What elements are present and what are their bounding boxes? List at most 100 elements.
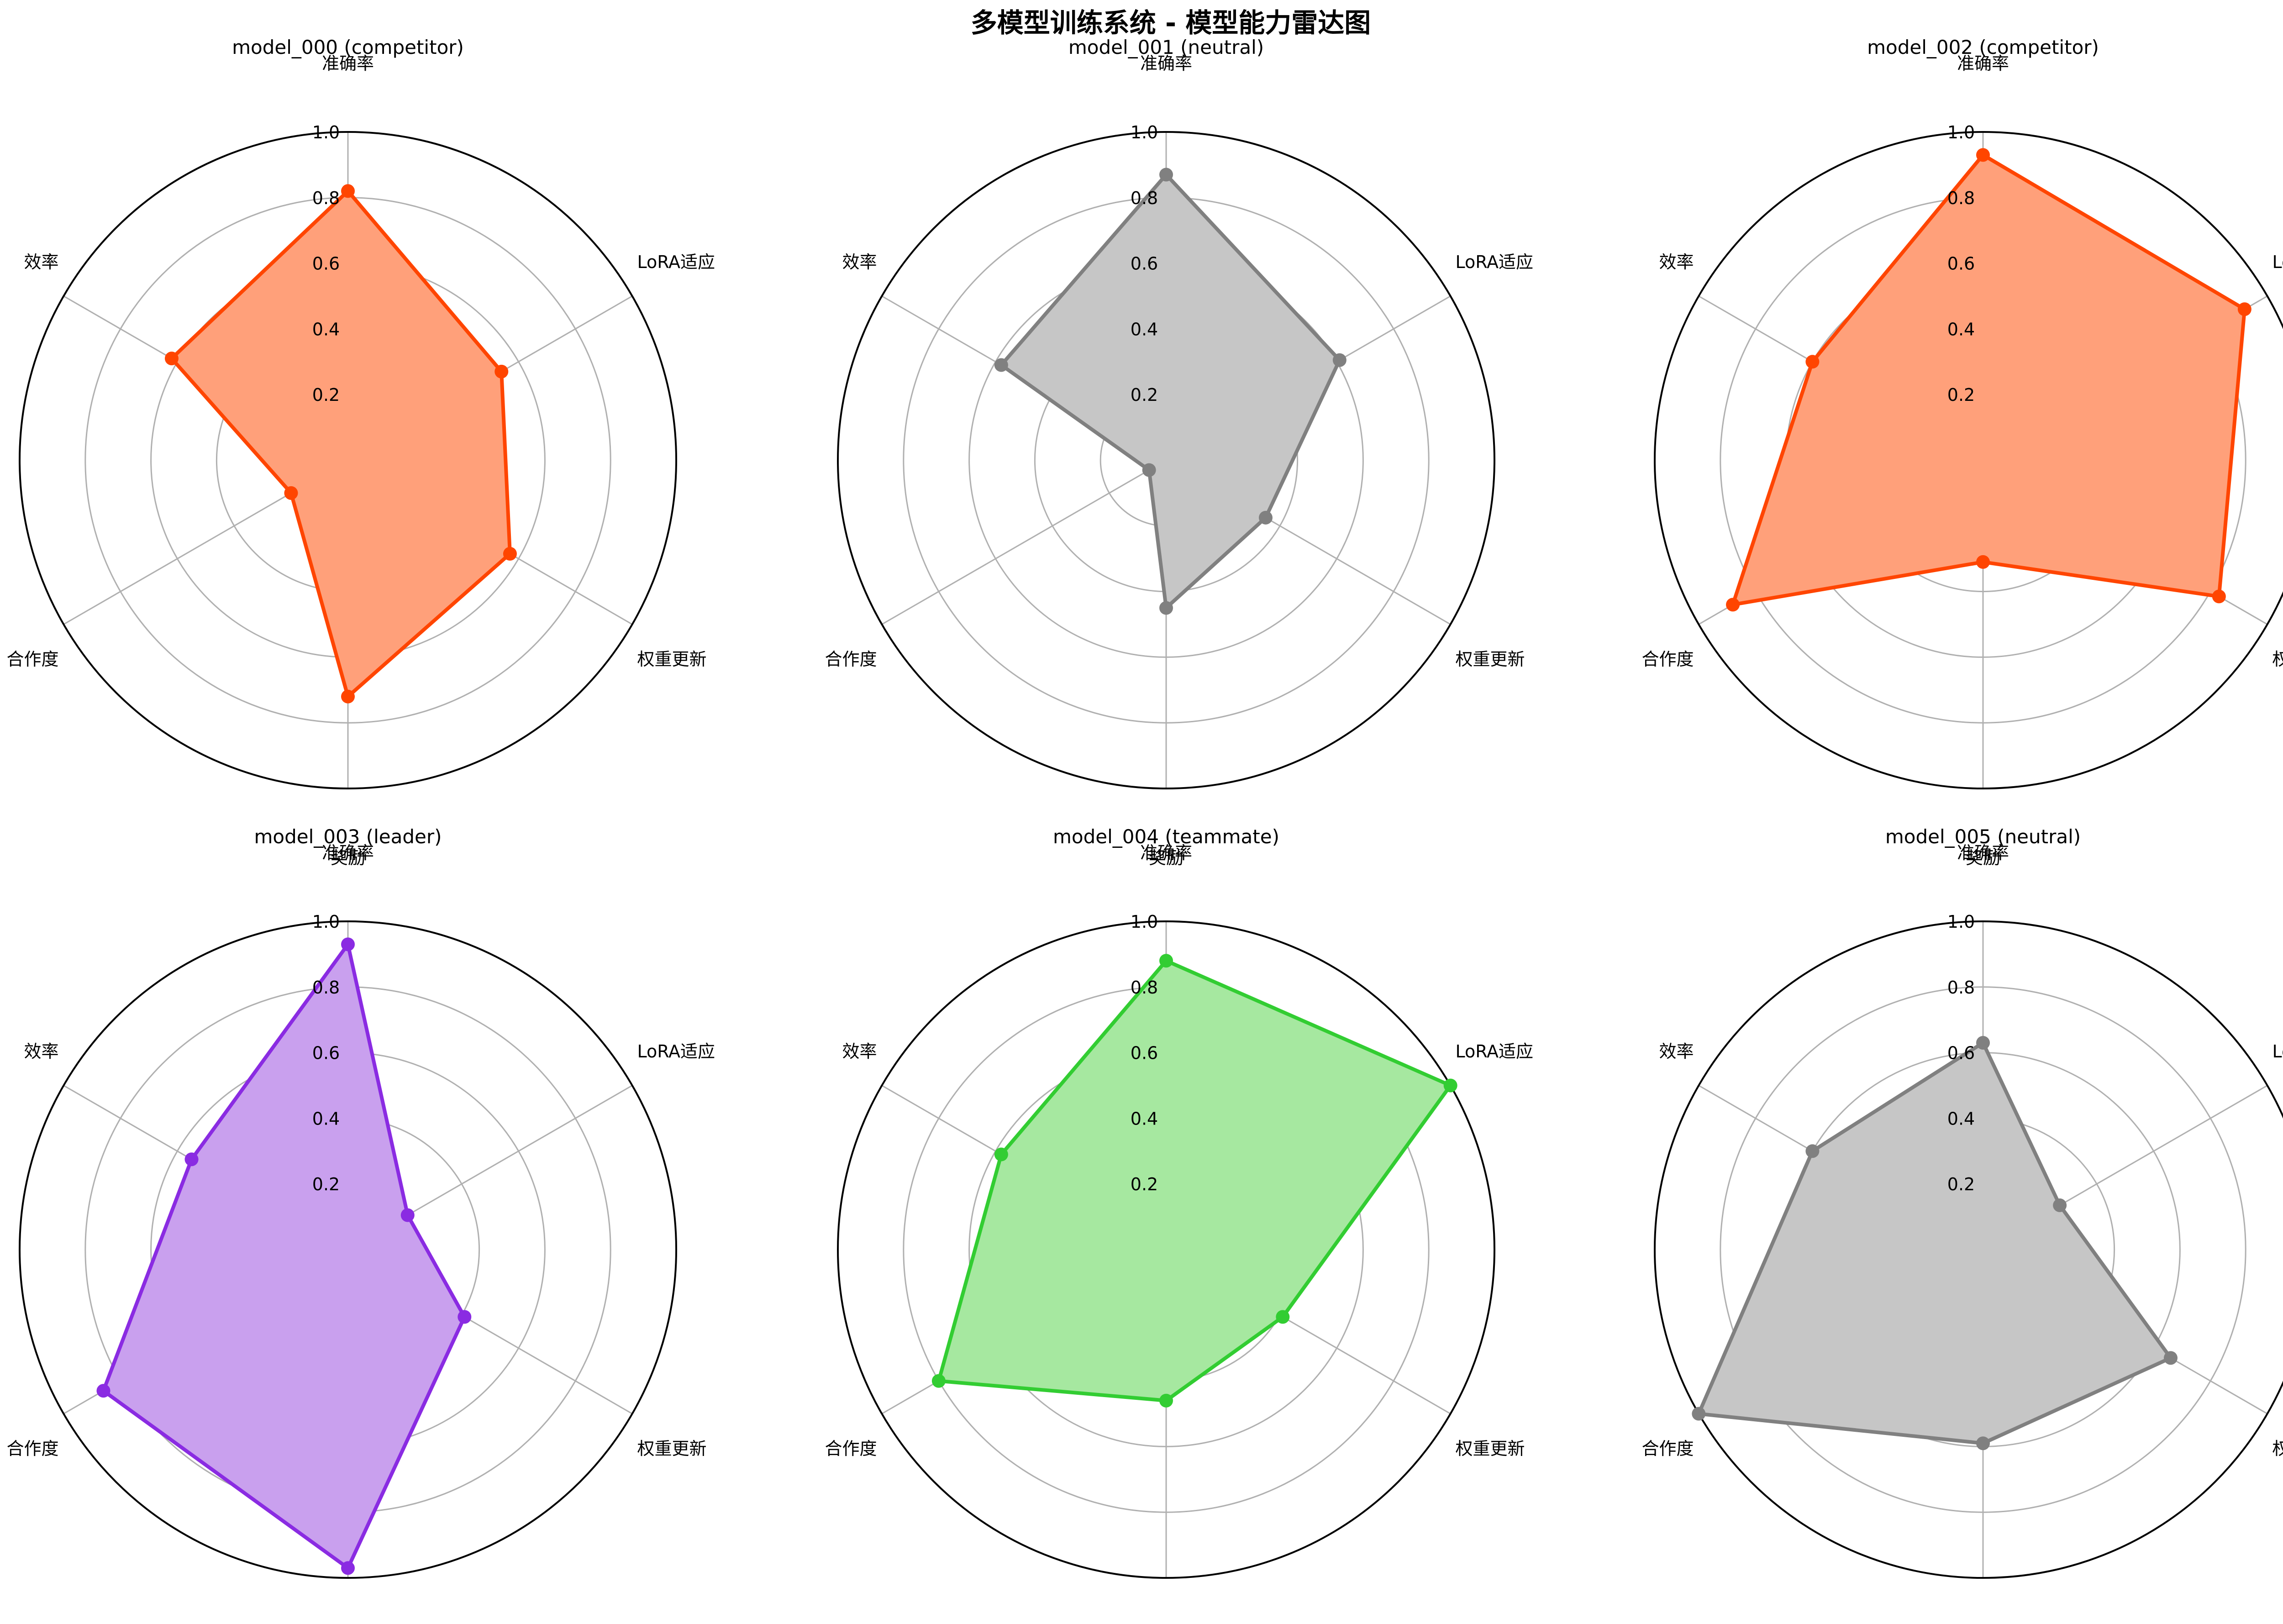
data-point bbox=[1692, 1407, 1706, 1421]
data-point bbox=[1142, 463, 1156, 477]
outer-frame bbox=[837, 131, 1495, 789]
axis-label: 权重更新 bbox=[2272, 649, 2283, 669]
r-tick-label: 0.8 bbox=[1131, 188, 1158, 208]
data-point bbox=[931, 1374, 946, 1388]
data-point bbox=[2053, 1198, 2067, 1212]
data-point bbox=[96, 1384, 110, 1398]
r-tick-label: 1.0 bbox=[312, 912, 340, 932]
r-tick-label: 0.6 bbox=[1947, 254, 1975, 274]
r-tick-label: 1.0 bbox=[1947, 122, 1975, 142]
data-point bbox=[1258, 510, 1273, 525]
axis-label: LoRA适应 bbox=[1455, 1041, 1533, 1062]
axis-label: 准确率 bbox=[1140, 53, 1192, 74]
data-point bbox=[341, 937, 355, 951]
r-tick-label: 1.0 bbox=[312, 122, 340, 142]
data-point bbox=[400, 1208, 415, 1222]
axis-label: LoRA适应 bbox=[637, 252, 715, 272]
r-tick-label: 0.4 bbox=[312, 1109, 340, 1129]
r-tick-label: 0.4 bbox=[1131, 1109, 1158, 1129]
outer-frame bbox=[19, 920, 677, 1579]
data-point bbox=[458, 1310, 472, 1324]
axis-label: 权重更新 bbox=[637, 649, 706, 669]
data-point bbox=[1276, 1310, 1290, 1324]
panel-title: model_002 (competitor) bbox=[1867, 36, 2099, 58]
data-point bbox=[1976, 1036, 1990, 1050]
data-point bbox=[1159, 954, 1173, 968]
axis-label: 权重更新 bbox=[1455, 649, 1525, 669]
r-tick-label: 0.6 bbox=[1947, 1043, 1975, 1063]
axis-label: 准确率 bbox=[322, 843, 374, 863]
axis-label: LoRA适应 bbox=[637, 1041, 715, 1062]
data-point bbox=[1976, 148, 1990, 162]
data-point bbox=[994, 358, 1008, 372]
data-point bbox=[1159, 601, 1173, 615]
axis-label: 准确率 bbox=[1140, 843, 1192, 863]
r-tick-label: 1.0 bbox=[1947, 912, 1975, 932]
axis-label: 合作度 bbox=[1642, 649, 1694, 669]
r-tick-label: 0.6 bbox=[1131, 254, 1158, 274]
axis-label: 效率 bbox=[842, 252, 877, 272]
axis-label: 合作度 bbox=[7, 1439, 59, 1459]
r-tick-label: 0.2 bbox=[312, 385, 340, 405]
r-tick-label: 0.8 bbox=[1131, 978, 1158, 998]
r-tick-label: 1.0 bbox=[1131, 122, 1158, 142]
axis-label: 效率 bbox=[842, 1041, 877, 1062]
r-tick-label: 0.6 bbox=[312, 254, 340, 274]
r-tick-label: 0.8 bbox=[1947, 978, 1975, 998]
axis-label: 奖励 bbox=[331, 848, 365, 868]
data-point bbox=[1805, 355, 1820, 369]
panel-title: model_004 (teammate) bbox=[1053, 825, 1279, 848]
r-tick-label: 0.8 bbox=[312, 978, 340, 998]
r-tick-label: 1.0 bbox=[1131, 912, 1158, 932]
radar-panel: 0.20.40.60.81.0准确率LoRA适应权重更新奖励合作度效率model… bbox=[825, 825, 1533, 1579]
axis-label: 奖励 bbox=[1966, 848, 2000, 868]
r-tick-label: 0.2 bbox=[312, 1174, 340, 1194]
r-tick-label: 0.6 bbox=[1131, 1043, 1158, 1063]
panel-title: model_003 (leader) bbox=[254, 825, 442, 848]
axis-label: LoRA适应 bbox=[2272, 252, 2283, 272]
axis-label: 效率 bbox=[24, 252, 59, 272]
figure-suptitle: 多模型训练系统 - 模型能力雷达图 bbox=[971, 7, 1371, 38]
axis-label: 效率 bbox=[1659, 1041, 1694, 1062]
r-tick-label: 0.2 bbox=[1131, 1174, 1158, 1194]
data-point bbox=[1443, 1078, 1457, 1093]
data-point bbox=[341, 184, 355, 198]
data-point bbox=[164, 352, 179, 366]
radar-panel: 0.20.40.60.81.0准确率LoRA适应权重更新奖励合作度效率model… bbox=[1642, 825, 2283, 1579]
outer-frame bbox=[1654, 131, 2283, 789]
data-point bbox=[341, 1561, 355, 1575]
data-point bbox=[2163, 1351, 2178, 1365]
axis-label: 准确率 bbox=[1957, 53, 2009, 74]
axis-label: LoRA适应 bbox=[2272, 1041, 2283, 1062]
data-point bbox=[1805, 1144, 1820, 1158]
radar-panel: 0.20.40.60.81.0准确率LoRA适应权重更新奖励合作度效率model… bbox=[1642, 36, 2283, 868]
r-tick-label: 0.4 bbox=[1131, 319, 1158, 339]
grid-spoke bbox=[881, 459, 1167, 625]
radar-panels: 0.20.40.60.81.0准确率LoRA适应权重更新奖励合作度效率model… bbox=[7, 36, 2283, 1579]
data-point bbox=[284, 486, 298, 500]
data-point bbox=[1159, 1393, 1173, 1408]
axis-label: 权重更新 bbox=[2272, 1439, 2283, 1459]
axis-label: 权重更新 bbox=[637, 1439, 706, 1459]
r-tick-label: 0.4 bbox=[1947, 319, 1975, 339]
axis-label: 奖励 bbox=[1149, 848, 1184, 868]
data-point bbox=[1976, 555, 1990, 569]
axis-label: 准确率 bbox=[322, 53, 374, 74]
outer-frame bbox=[837, 920, 1495, 1579]
radar-panel: 0.20.40.60.81.0准确率LoRA适应权重更新奖励合作度效率model… bbox=[7, 825, 715, 1579]
axis-label: 合作度 bbox=[825, 1439, 877, 1459]
panel-title: model_001 (neutral) bbox=[1068, 36, 1264, 58]
data-point bbox=[2212, 589, 2226, 604]
data-point bbox=[1159, 168, 1173, 182]
outer-frame bbox=[1654, 920, 2283, 1579]
r-tick-label: 0.4 bbox=[312, 319, 340, 339]
r-tick-label: 0.8 bbox=[312, 188, 340, 208]
axis-label: 合作度 bbox=[7, 649, 59, 669]
r-tick-label: 0.6 bbox=[312, 1043, 340, 1063]
data-point bbox=[1332, 353, 1347, 367]
data-point bbox=[503, 547, 517, 561]
data-point bbox=[2237, 302, 2251, 316]
data-point bbox=[994, 1147, 1008, 1162]
